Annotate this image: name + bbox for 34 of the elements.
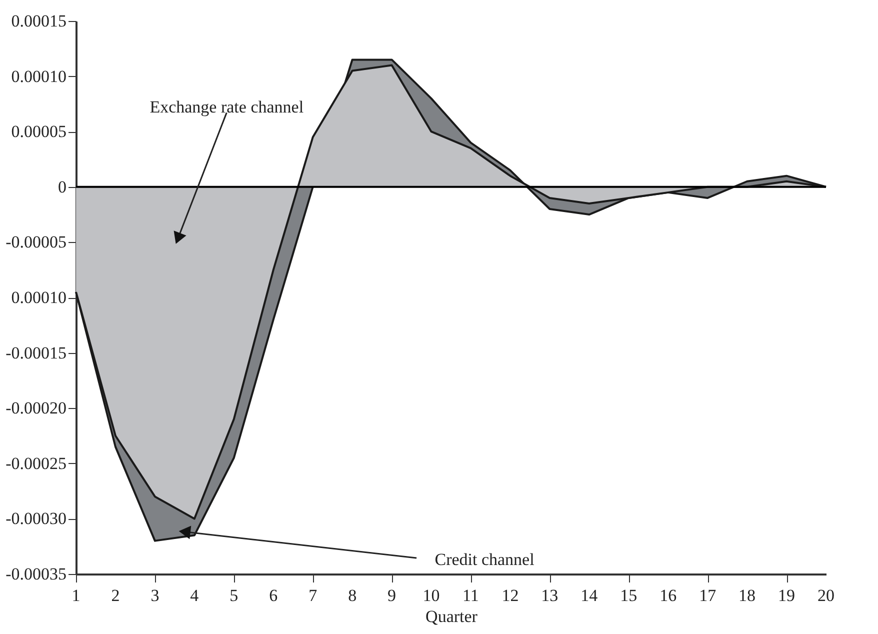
y-tick-label: 0 <box>58 177 66 196</box>
x-tick-label: 17 <box>699 586 717 605</box>
annotation: Credit channel <box>434 550 535 569</box>
y-tick-label: -0.00030 <box>6 509 66 528</box>
x-tick-label: 7 <box>308 586 318 605</box>
x-tick-label: 12 <box>502 586 519 605</box>
y-tick-label: 0.00005 <box>11 122 66 142</box>
x-tick-label: 3 <box>150 586 160 605</box>
y-tick-label: -0.00025 <box>6 454 66 473</box>
x-tick-label: 10 <box>422 586 440 605</box>
x-tick-label: 19 <box>778 586 796 605</box>
x-tick-label: 16 <box>660 586 677 605</box>
x-tick-label: 14 <box>580 586 598 605</box>
annotation: Exchange rate channel <box>150 98 304 117</box>
x-axis-title: Quarter <box>426 607 478 626</box>
x-tick-label: 2 <box>111 586 120 605</box>
x-tick-label: 9 <box>388 586 396 605</box>
x-tick-label: 6 <box>269 586 278 605</box>
x-tick-label: 11 <box>462 586 479 605</box>
x-tick-label: 13 <box>541 586 558 605</box>
x-tick-label: 15 <box>620 586 638 605</box>
y-tick-label: -0.00020 <box>6 398 66 418</box>
y-tick-label: 0.00010 <box>11 288 66 307</box>
y-tick-label: -0.00015 <box>6 343 66 362</box>
x-tick-label: 1 <box>72 586 80 605</box>
x-tick-label: 5 <box>230 586 238 605</box>
x-tick-label: 4 <box>190 586 200 605</box>
y-tick-label: -0.00035 <box>6 564 66 584</box>
x-tick-label: 18 <box>738 586 756 605</box>
y-tick-label: -0.00005 <box>6 232 66 252</box>
x-tick-label: 8 <box>348 586 357 605</box>
y-tick-label: 0.00010 <box>11 66 66 86</box>
y-tick-label: 0.00015 <box>11 12 66 30</box>
x-tick-label: 20 <box>818 586 834 605</box>
